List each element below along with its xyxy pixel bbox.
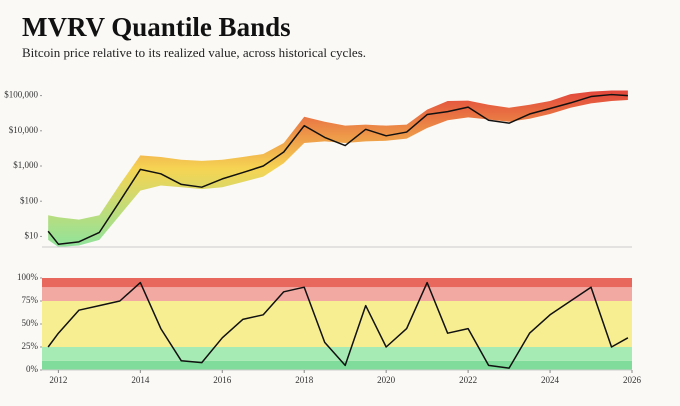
series-line — [47, 281, 629, 369]
zone — [42, 287, 632, 301]
x-tick-label: 2012 — [49, 375, 67, 385]
y-tick-label: 0% — [26, 364, 39, 374]
y-tick-label: $10 — [25, 230, 39, 240]
y-tick-label: 75% — [22, 295, 39, 305]
x-tick-label: 2014 — [131, 375, 150, 385]
x-tick-label: 2026 — [623, 375, 642, 385]
x-tick-label: 2016 — [213, 375, 232, 385]
y-tick-label: $100 — [20, 195, 39, 205]
y-tick-label: $10,000 — [9, 125, 39, 135]
x-tick-label: 2018 — [295, 375, 314, 385]
y-tick-label: 25% — [22, 341, 39, 351]
zone — [42, 301, 632, 347]
chart-subtitle: Bitcoin price relative to its realized v… — [22, 45, 366, 60]
x-tick-label: 2022 — [459, 375, 477, 385]
x-tick-label: 2020 — [377, 375, 396, 385]
chart-title: MVRV Quantile Bands — [22, 12, 291, 42]
y-tick-label: 50% — [22, 318, 39, 328]
quantile-band — [48, 90, 628, 247]
y-tick-label: $1,000 — [13, 160, 38, 170]
y-tick-label: 100% — [17, 272, 39, 282]
x-tick-label: 2024 — [541, 375, 560, 385]
zone — [42, 347, 632, 361]
zone — [42, 278, 632, 288]
y-tick-label: $100,000 — [4, 90, 38, 100]
series-line — [47, 93, 628, 245]
zone — [42, 360, 632, 370]
